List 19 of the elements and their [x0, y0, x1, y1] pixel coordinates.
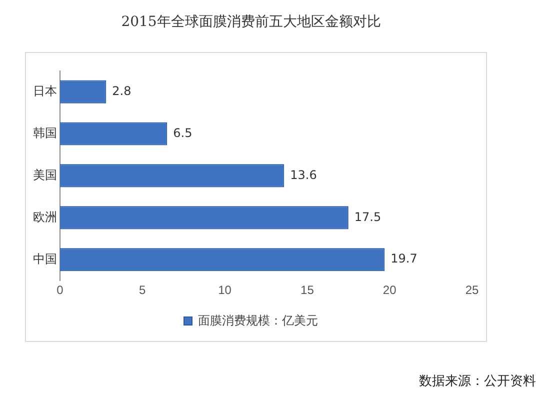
- y-tick-label: 中国: [33, 252, 57, 266]
- y-tick-label: 韩国: [33, 126, 57, 140]
- x-tick-label: 0: [56, 283, 64, 298]
- chart-title: 2015年全球面膜消费前五大地区金额对比: [121, 14, 381, 30]
- x-tick-label: 10: [218, 283, 232, 298]
- data-label: 19.7: [390, 252, 418, 266]
- legend-label: 面膜消费规模：亿美元: [198, 313, 318, 328]
- x-tick-label: 20: [382, 283, 397, 298]
- data-label: 13.6: [290, 168, 317, 182]
- x-tick-label: 5: [139, 283, 146, 298]
- data-label: 6.5: [173, 126, 192, 140]
- x-tick-label: 15: [300, 283, 314, 298]
- x-tick-label: 25: [465, 283, 479, 298]
- data-label: 17.5: [354, 210, 382, 224]
- y-tick-label: 日本: [33, 84, 57, 98]
- y-tick-label: 美国: [33, 168, 57, 182]
- data-label: 2.8: [112, 84, 132, 98]
- y-tick-label: 欧洲: [33, 210, 57, 224]
- source-note: 数据来源：公开资料: [419, 373, 536, 390]
